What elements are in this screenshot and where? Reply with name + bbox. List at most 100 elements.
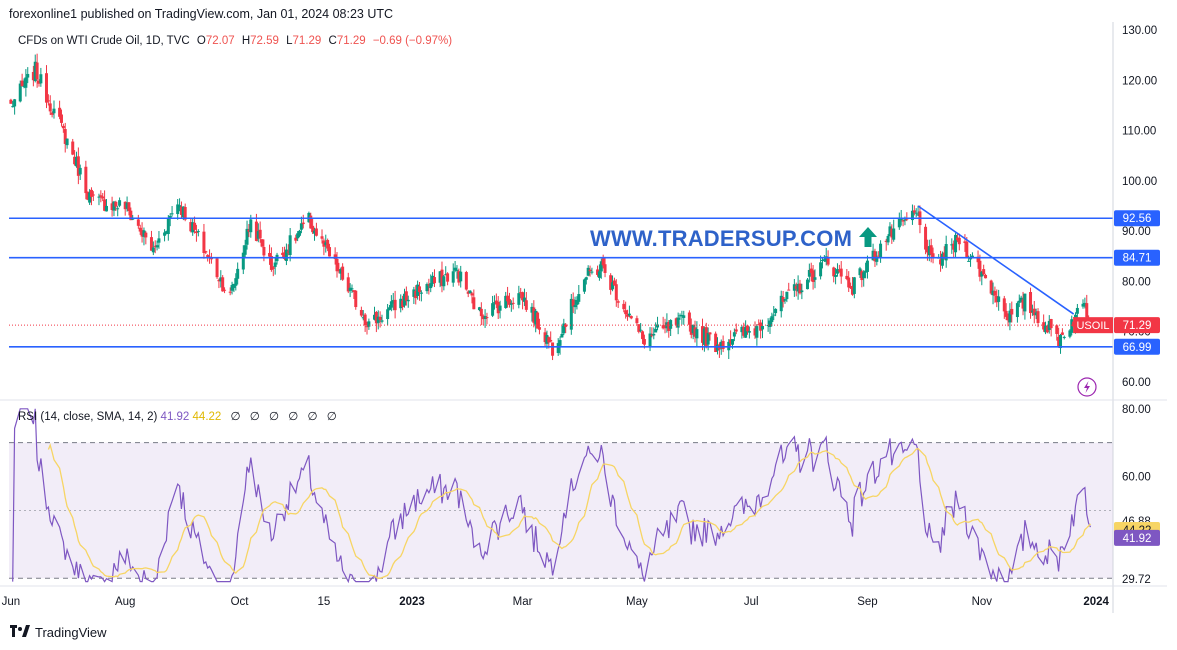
tradingview-logo[interactable]: TradingView	[10, 625, 107, 640]
candle-body	[783, 299, 787, 301]
candle-body	[612, 280, 616, 286]
candle-body	[464, 272, 468, 290]
candle-body	[412, 289, 416, 297]
candle-body	[1062, 336, 1066, 338]
candle-body	[444, 274, 448, 276]
candle-body	[273, 262, 277, 267]
candle-body	[455, 269, 459, 271]
candle-body	[1049, 318, 1053, 329]
candle-body	[745, 325, 749, 332]
candles-group	[9, 53, 1093, 361]
open-label: O	[196, 35, 206, 47]
candle-body	[9, 99, 13, 104]
candle-body	[193, 222, 197, 230]
candle-body	[772, 314, 776, 316]
candle-body	[1059, 334, 1063, 349]
candle-body	[361, 317, 365, 319]
candle-body	[819, 262, 823, 277]
candle-body	[260, 239, 264, 247]
candle-body	[929, 245, 933, 255]
candle-body	[811, 270, 815, 282]
candle-body	[924, 226, 928, 250]
candle-body	[268, 252, 272, 257]
candle-body	[993, 291, 997, 296]
candle-body	[860, 271, 864, 281]
candle-body	[912, 210, 916, 213]
candle-body	[483, 316, 487, 319]
candle-body	[494, 300, 498, 305]
trendline	[917, 205, 1075, 315]
candle-body	[1070, 319, 1074, 333]
candle-body	[61, 125, 65, 129]
candle-body	[635, 318, 639, 324]
time-tick-label: Sep	[857, 596, 877, 608]
candle-body	[73, 156, 77, 165]
candle-body	[519, 292, 523, 294]
candle-body	[459, 271, 463, 282]
candle-body	[485, 317, 489, 319]
close-value: 71.29	[336, 35, 366, 47]
candle-body	[74, 157, 78, 167]
candle-body	[916, 214, 920, 216]
candle-body	[22, 85, 26, 87]
candle-body	[206, 255, 210, 258]
candle-body	[89, 189, 93, 197]
candle-body	[131, 218, 135, 220]
candle-body	[569, 298, 573, 330]
candle-body	[294, 237, 298, 241]
candle-body	[58, 107, 62, 117]
candle-body	[980, 271, 984, 277]
candle-body	[759, 322, 763, 331]
lightning-icon[interactable]	[1077, 377, 1097, 397]
watermark-text: WWW.TRADERSUP.COM	[590, 226, 878, 252]
candle-body	[779, 295, 783, 312]
candle-body	[622, 303, 626, 310]
candle-body	[564, 324, 568, 327]
candle-body	[549, 339, 553, 342]
candle-body	[511, 302, 515, 304]
candle-body	[596, 269, 600, 275]
candle-body	[1081, 303, 1085, 307]
candle-body	[406, 299, 410, 302]
rsi-sma-line	[47, 443, 1091, 579]
candle-body	[805, 279, 809, 290]
candle-body	[219, 277, 223, 282]
candle-body	[530, 306, 534, 313]
publish-header: forexonline1 published on TradingView.co…	[9, 7, 394, 21]
price-tick-label: 90.00	[1122, 226, 1151, 238]
candle-body	[39, 74, 43, 84]
candle-body	[1068, 330, 1072, 337]
candle-body	[667, 322, 671, 331]
candle-body	[101, 196, 105, 199]
price-tick-label: 130.00	[1122, 25, 1157, 37]
candle-body	[1004, 310, 1008, 317]
lightning-icon-ring	[1077, 377, 1097, 397]
candle-body	[834, 275, 838, 277]
candle-body	[862, 272, 866, 279]
candle-body	[256, 231, 260, 239]
candle-body	[674, 318, 678, 325]
symbol-tag-label: USOIL	[1076, 320, 1109, 332]
candle-body	[661, 325, 665, 329]
candle-body	[1085, 303, 1089, 318]
candle-body	[954, 234, 958, 253]
candle-body	[63, 129, 67, 144]
candle-body	[744, 327, 748, 338]
candle-body	[217, 279, 221, 282]
candle-body	[624, 310, 628, 315]
candle-body	[1057, 336, 1061, 347]
symbol-tag	[1074, 317, 1113, 334]
level-price-tag	[1114, 338, 1160, 355]
candle-body	[562, 323, 566, 334]
time-tick-label: 2024	[1083, 596, 1109, 608]
candle-body	[865, 260, 869, 272]
candle-body	[168, 215, 172, 218]
candle-body	[335, 258, 339, 272]
chart-canvas[interactable]: 130.00120.00110.00100.0090.0080.0070.006…	[0, 0, 1177, 620]
candle-body	[232, 283, 236, 288]
candle-body	[35, 62, 39, 80]
candle-body	[457, 271, 461, 283]
candle-body	[719, 341, 723, 347]
candle-body	[215, 258, 219, 278]
candle-body	[903, 219, 907, 221]
